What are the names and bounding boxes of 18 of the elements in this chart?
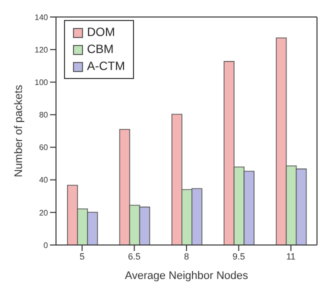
x-tick-label: 6.5: [128, 251, 141, 262]
x-tick-label: 9.5: [232, 251, 245, 262]
legend-label: A-CTM: [87, 58, 125, 75]
y-tick-label: 120: [34, 45, 49, 54]
y-tick-label: 20: [39, 208, 49, 218]
y-tick-label: 80: [39, 110, 49, 120]
x-axis-title: Average Neighbor Nodes: [124, 270, 249, 282]
y-tick-label: 100: [34, 78, 49, 87]
legend-label: DOM: [87, 24, 115, 41]
x-tick-label: 5: [80, 251, 85, 262]
legend-label: CBM: [87, 41, 114, 58]
y-tick-label: 140: [34, 12, 49, 22]
y-tick-label: 40: [39, 176, 49, 185]
x-tick-label: 11: [286, 251, 296, 262]
y-axis-title: Number of packets: [12, 84, 25, 178]
y-tick-label: 60: [39, 143, 49, 152]
y-tick-label: 0: [44, 240, 49, 250]
x-tick-label: 8: [184, 251, 190, 262]
